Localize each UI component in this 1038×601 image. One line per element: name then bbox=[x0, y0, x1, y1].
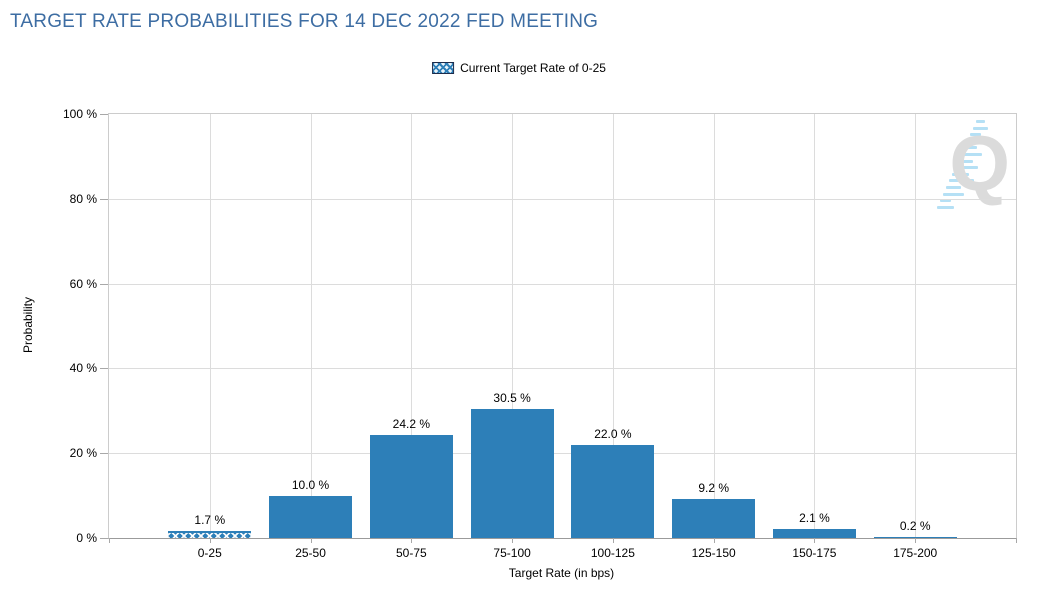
bar-175-200 bbox=[873, 537, 957, 538]
q-watermark-letter: Q bbox=[949, 119, 1010, 207]
watermark-dash bbox=[943, 192, 964, 196]
x-gridline bbox=[713, 114, 715, 538]
bar-value-label: 30.5 % bbox=[493, 390, 531, 405]
x-gridline bbox=[814, 114, 816, 538]
x-tick-label: 125-150 bbox=[691, 546, 736, 560]
x-tick-label: 100-125 bbox=[590, 546, 635, 560]
bar-150-175 bbox=[772, 529, 856, 538]
x-gridline bbox=[512, 114, 514, 538]
legend: Current Target Rate of 0-25 bbox=[432, 61, 606, 75]
x-tick-label: 25-50 bbox=[295, 546, 326, 560]
watermark-dash bbox=[967, 139, 986, 143]
plot-area: Q 0 % 20 % 40 % 60 % 80 % 100 % 0-25 1.7 % 25-50… bbox=[63, 107, 1017, 560]
y-gridline bbox=[109, 368, 1016, 370]
bar-value-label: 9.2 % bbox=[698, 481, 729, 495]
x-gridline bbox=[310, 114, 312, 538]
x-tick-label: 0-25 bbox=[197, 546, 222, 560]
y-axis-tick bbox=[100, 198, 108, 200]
y-axis-tick bbox=[100, 538, 108, 539]
y-gridline bbox=[109, 198, 1016, 200]
current-target-rate-swatch-icon bbox=[432, 62, 455, 74]
x-axis-tick bbox=[411, 538, 413, 543]
watermark-dash bbox=[940, 199, 951, 203]
watermark-dash bbox=[946, 186, 961, 189]
x-axis-tick bbox=[209, 538, 211, 543]
watermark-dash bbox=[955, 166, 978, 170]
watermark-dash bbox=[964, 146, 977, 150]
watermark-dash bbox=[973, 126, 988, 130]
x-axis-title: Target Rate (in bps) bbox=[508, 566, 615, 580]
bar-75-100 bbox=[470, 408, 554, 538]
q-logo-watermark: Q bbox=[930, 116, 1010, 224]
y-tick-label: 40 % bbox=[69, 361, 97, 376]
x-tick-label: 50-75 bbox=[395, 546, 427, 560]
x-axis-tick bbox=[310, 538, 312, 543]
watermark-dash bbox=[970, 133, 981, 137]
x-tick-label: 150-175 bbox=[792, 546, 837, 560]
x-gridline bbox=[411, 114, 413, 538]
y-tick-label: 100 % bbox=[62, 107, 97, 121]
y-axis-tick bbox=[100, 368, 108, 370]
x-axis-tick bbox=[814, 538, 816, 543]
y-axis-tick bbox=[100, 283, 108, 285]
watermark-dash bbox=[937, 205, 954, 209]
watermark-dash bbox=[949, 179, 974, 183]
x-axis-tick bbox=[915, 538, 917, 543]
watermark-dash bbox=[952, 172, 969, 176]
watermark-dash bbox=[976, 120, 985, 123]
y-tick-label: 0 % bbox=[76, 531, 97, 545]
x-gridline bbox=[612, 114, 614, 538]
bar-value-label: 1.7 % bbox=[194, 512, 226, 527]
y-axis-tick bbox=[100, 114, 108, 115]
x-axis-tick bbox=[713, 538, 715, 543]
x-axis-tick bbox=[612, 538, 614, 543]
bar-value-label: 0.2 % bbox=[899, 519, 931, 533]
y-gridline bbox=[109, 283, 1016, 285]
bar-25-50 bbox=[269, 495, 353, 538]
y-tick-label: 80 % bbox=[69, 191, 97, 206]
watermark-dash bbox=[958, 159, 973, 163]
x-tick-label: 175-200 bbox=[893, 546, 938, 560]
bar-value-label: 2.1 % bbox=[799, 511, 830, 526]
x-axis-tick bbox=[512, 538, 514, 543]
y-tick-label: 20 % bbox=[69, 446, 97, 461]
x-axis-corner-tick bbox=[109, 538, 110, 543]
bar-value-label: 24.2 % bbox=[392, 417, 430, 432]
x-tick-label: 75-100 bbox=[493, 546, 531, 560]
y-axis-tick bbox=[100, 453, 108, 455]
x-gridline bbox=[209, 114, 211, 538]
bar-125-150 bbox=[672, 499, 756, 538]
watermark-dash bbox=[961, 153, 982, 156]
bar-0-25 bbox=[168, 530, 252, 538]
y-tick-label: 60 % bbox=[69, 276, 97, 291]
x-gridline bbox=[915, 114, 917, 538]
y-axis-title: Probability bbox=[21, 296, 35, 354]
bar-value-label: 10.0 % bbox=[291, 477, 330, 492]
bar-value-label: 22.0 % bbox=[594, 426, 632, 441]
y-gridline bbox=[109, 453, 1016, 455]
x-axis-corner-tick bbox=[1016, 538, 1017, 543]
legend-label: Current Target Rate of 0-25 bbox=[460, 61, 606, 75]
bar-50-75 bbox=[369, 435, 453, 538]
bar-100-125 bbox=[571, 444, 655, 538]
chart-title: TARGET RATE PROBABILITIES FOR 14 DEC 202… bbox=[10, 11, 599, 32]
